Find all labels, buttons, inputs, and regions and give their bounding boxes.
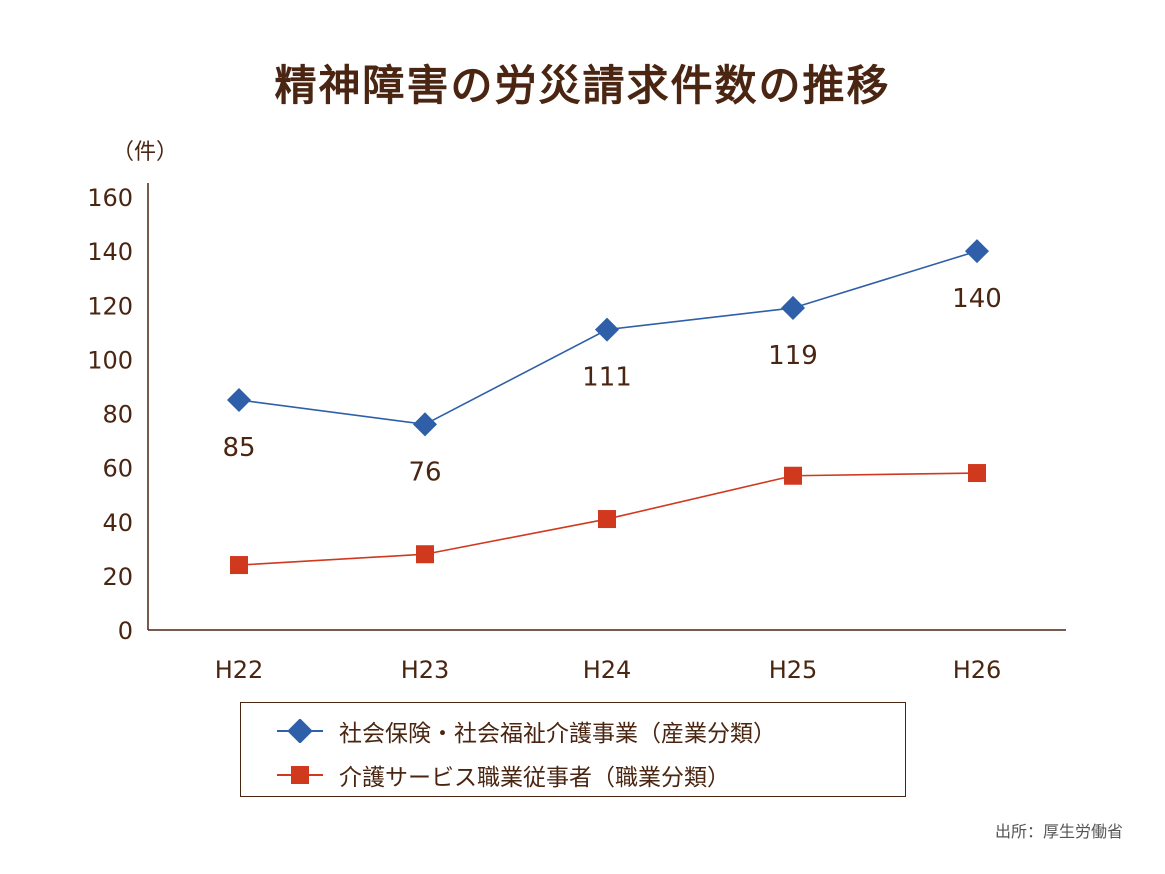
- y-tick-label: 60: [102, 455, 133, 483]
- x-tick-label: H25: [769, 656, 818, 684]
- data-point-series-1: [964, 239, 990, 264]
- legend-item-series-2: 介護サービス職業従事者（職業分類）: [241, 755, 905, 795]
- square-marker-icon: [277, 766, 323, 784]
- data-point-series-1: [412, 412, 438, 437]
- legend-label-series-2: 介護サービス職業従事者（職業分類）: [339, 765, 730, 791]
- data-label: 85: [222, 433, 255, 463]
- x-tick-label: H23: [401, 656, 450, 684]
- legend-item-series-1: 社会保険・社会福祉介護事業（産業分類）: [241, 711, 905, 751]
- y-tick-label: 20: [102, 563, 133, 591]
- y-axis-unit-label: （件）: [112, 140, 179, 165]
- y-tick-label: 120: [87, 292, 133, 320]
- diamond-marker-icon: [277, 719, 323, 743]
- y-tick-label: 40: [102, 509, 133, 537]
- data-label: 140: [952, 284, 1002, 314]
- data-point-series-1: [226, 387, 252, 412]
- y-tick-label: 0: [118, 617, 133, 645]
- data-point-series-2: [598, 510, 616, 529]
- y-tick-label: 100: [87, 346, 133, 374]
- y-tick-label: 160: [87, 184, 133, 212]
- y-tick-label: 80: [102, 401, 133, 429]
- legend: 社会保険・社会福祉介護事業（産業分類） 介護サービス職業従事者（職業分類）: [240, 702, 906, 797]
- chart-title: 精神障害の労災請求件数の推移: [274, 61, 891, 110]
- x-tick-label: H26: [953, 656, 1002, 684]
- data-label: 76: [408, 457, 441, 487]
- source-note: 出所：厚生労働省: [994, 822, 1123, 841]
- data-point-series-1: [594, 317, 620, 342]
- data-point-series-2: [230, 556, 248, 575]
- legend-label-series-1: 社会保険・社会福祉介護事業（産業分類）: [339, 721, 776, 747]
- data-label: 119: [768, 341, 818, 371]
- y-tick-label: 140: [87, 238, 133, 266]
- data-point-series-2: [784, 466, 802, 485]
- x-tick-label: H22: [215, 656, 264, 684]
- x-tick-label: H24: [583, 656, 632, 684]
- data-point-series-2: [968, 464, 986, 483]
- data-point-series-2: [416, 545, 434, 564]
- data-label: 111: [582, 363, 632, 393]
- data-point-series-1: [780, 295, 806, 320]
